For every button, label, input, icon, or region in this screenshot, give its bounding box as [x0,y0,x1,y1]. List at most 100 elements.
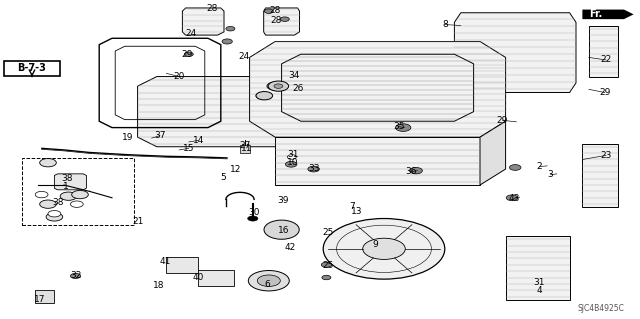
Text: 14: 14 [193,136,204,145]
Text: 12: 12 [230,165,241,174]
Text: 16: 16 [278,226,289,235]
Text: 15: 15 [183,144,195,153]
Text: 35: 35 [393,122,404,131]
Circle shape [256,93,269,99]
Circle shape [280,17,289,21]
Circle shape [287,155,296,159]
Circle shape [226,26,235,31]
Circle shape [40,159,56,167]
Circle shape [274,84,283,88]
Text: 13: 13 [351,207,362,216]
Text: 4: 4 [537,286,542,295]
Text: 24: 24 [185,29,196,38]
Text: 29: 29 [599,88,611,97]
Circle shape [70,273,81,278]
Text: 29: 29 [182,50,193,59]
Text: 27: 27 [239,141,251,150]
Polygon shape [182,8,224,35]
Polygon shape [282,54,474,121]
Text: 2: 2 [537,162,542,171]
Text: 6: 6 [265,280,270,289]
Circle shape [248,216,258,221]
Circle shape [323,219,445,279]
Text: 28: 28 [271,16,282,25]
Circle shape [267,82,284,90]
Text: 38: 38 [52,198,63,207]
Text: 24: 24 [239,52,250,61]
Text: 43: 43 [508,194,520,203]
Text: 34: 34 [289,71,300,80]
Polygon shape [480,121,506,185]
Text: 30: 30 [248,208,260,217]
Circle shape [308,166,319,172]
Polygon shape [582,10,634,19]
Circle shape [70,201,83,207]
Polygon shape [54,174,86,190]
Polygon shape [166,257,198,273]
Circle shape [321,262,332,267]
Text: 38: 38 [61,174,73,183]
Circle shape [363,238,405,259]
Circle shape [257,275,280,286]
Text: 36: 36 [406,167,417,176]
Circle shape [285,161,297,167]
Circle shape [248,271,289,291]
Circle shape [184,52,193,56]
Text: 42: 42 [284,243,296,252]
Circle shape [410,167,422,174]
Text: 28: 28 [269,6,281,15]
Text: 25: 25 [322,228,333,237]
Circle shape [322,275,331,280]
Text: 21: 21 [132,217,143,226]
Text: 18: 18 [153,281,164,290]
Circle shape [46,213,63,221]
Circle shape [72,190,88,199]
Polygon shape [275,137,480,185]
Circle shape [35,191,48,198]
Circle shape [40,200,56,208]
Text: 10: 10 [287,158,299,167]
Text: 5: 5 [220,173,225,182]
Text: 3: 3 [548,170,553,179]
Text: 28: 28 [207,4,218,13]
Text: 37: 37 [154,131,166,140]
Text: 31: 31 [534,278,545,287]
Text: 25: 25 [322,261,333,270]
Text: 32: 32 [70,271,81,280]
Text: 40: 40 [193,273,204,282]
Polygon shape [506,236,570,300]
Text: 11: 11 [241,144,252,153]
Circle shape [509,165,521,170]
Text: 22: 22 [600,56,612,64]
Polygon shape [589,26,618,77]
Text: 26: 26 [292,84,304,93]
Polygon shape [198,270,234,286]
Circle shape [268,81,289,91]
FancyBboxPatch shape [4,61,60,76]
Circle shape [48,211,61,217]
Text: 31: 31 [287,150,299,159]
Text: 17: 17 [34,295,45,304]
Text: 8: 8 [442,20,447,29]
Text: 41: 41 [159,257,171,266]
Text: 20: 20 [173,72,185,81]
Polygon shape [240,145,250,153]
Polygon shape [35,290,54,303]
Circle shape [60,192,77,200]
Text: 39: 39 [278,196,289,204]
Polygon shape [582,144,618,207]
Text: 23: 23 [600,151,612,160]
Text: 19: 19 [122,133,134,142]
Text: 7: 7 [349,202,355,211]
Polygon shape [264,8,300,35]
Polygon shape [250,41,506,137]
Polygon shape [454,13,576,93]
Text: B-7-3: B-7-3 [17,63,47,73]
Text: SJC4B4925C: SJC4B4925C [577,304,624,313]
Circle shape [222,39,232,44]
Text: Fr.: Fr. [589,9,602,19]
Text: 33: 33 [308,164,320,173]
Circle shape [256,92,273,100]
Text: 1: 1 [63,182,68,191]
Circle shape [506,195,518,201]
